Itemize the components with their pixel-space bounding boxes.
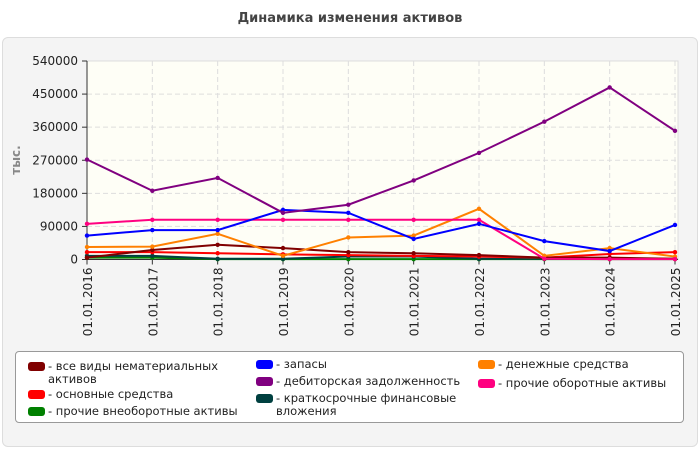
data-point	[84, 233, 90, 238]
x-tick-label: 01.01.2024	[604, 268, 618, 337]
x-tick-label: 01.01.2021	[408, 268, 422, 337]
legend-swatch	[28, 407, 45, 416]
legend-swatch	[256, 360, 273, 369]
data-point	[476, 217, 482, 222]
data-point	[346, 235, 351, 240]
y-tick-label: 270000	[32, 153, 78, 167]
y-tick-label: 450000	[32, 87, 78, 101]
series-line	[86, 218, 675, 261]
data-point	[215, 242, 220, 247]
series-line	[86, 243, 676, 260]
x-tick-label: 01.01.2022	[473, 268, 487, 337]
data-point	[607, 248, 612, 254]
data-point	[411, 236, 416, 242]
data-point	[280, 210, 286, 216]
data-point	[84, 255, 90, 260]
data-point	[476, 206, 482, 211]
data-point	[672, 256, 678, 262]
legend-swatch	[256, 377, 273, 386]
data-point	[150, 244, 155, 249]
data-point	[346, 202, 351, 207]
data-point	[542, 119, 547, 124]
data-point	[672, 128, 678, 134]
data-point	[346, 210, 351, 216]
data-point	[215, 217, 220, 222]
data-point	[346, 217, 351, 222]
data-point	[84, 249, 90, 255]
data-point	[476, 150, 482, 156]
x-tick-label: 01.01.2018	[212, 268, 226, 337]
data-point	[280, 245, 286, 251]
data-point	[215, 231, 220, 236]
x-tick-label: 01.01.2020	[342, 268, 356, 337]
data-point	[84, 244, 90, 250]
chart-title: Динамика изменения активов	[237, 11, 463, 26]
x-tick-label: 01.01.2019	[277, 268, 291, 337]
data-point	[411, 178, 416, 183]
legend-item: - запасы	[256, 358, 327, 371]
data-point	[280, 217, 286, 222]
data-point	[215, 251, 220, 256]
legend-swatch	[478, 360, 495, 369]
legend-item: - дебиторская задолженность	[256, 375, 460, 388]
x-tick-label: 01.01.2025	[669, 268, 683, 337]
series-line	[87, 251, 676, 259]
legend-swatch	[28, 390, 45, 399]
data-point	[215, 227, 220, 233]
data-point	[150, 188, 155, 193]
legend-item: - краткосрочные финансовые вложения	[256, 392, 476, 418]
data-point	[84, 157, 90, 162]
data-point	[84, 221, 90, 227]
legend-item: - все виды нематериальных активов	[28, 360, 248, 386]
legend-swatch	[28, 362, 45, 371]
y-tick-label: 90000	[40, 219, 78, 233]
data-point	[150, 217, 155, 222]
data-point	[411, 251, 416, 256]
data-point	[607, 85, 612, 90]
data-point	[150, 253, 155, 259]
series-line	[86, 208, 676, 253]
legend-swatch	[256, 394, 273, 403]
data-point	[607, 256, 612, 262]
legend-item: - денежные средства	[478, 358, 629, 371]
data-point	[411, 233, 416, 238]
y-axis-label: тыс.	[9, 145, 23, 174]
data-point	[411, 217, 416, 222]
data-point	[672, 249, 678, 255]
legend-item: - основные средства	[28, 388, 173, 401]
y-tick-label: 0	[70, 253, 78, 267]
legend-item: - прочие оборотные активы	[478, 377, 666, 390]
legend-swatch	[478, 379, 495, 388]
y-tick-label: 540000	[32, 54, 78, 68]
x-tick-label: 01.01.2023	[538, 268, 552, 337]
data-point	[542, 256, 547, 261]
data-point	[672, 222, 678, 228]
data-point	[215, 256, 220, 261]
x-tick-label: 01.01.2017	[146, 268, 160, 337]
y-tick-label: 360000	[32, 120, 78, 134]
y-tick-label: 180000	[32, 186, 78, 200]
legend: - все виды нематериальных активов - запа…	[15, 351, 684, 423]
data-point	[346, 249, 351, 255]
legend-item: - прочие внеоборотные активы	[28, 405, 238, 418]
data-point	[476, 221, 482, 227]
data-point	[150, 247, 155, 253]
x-tick-label: 01.01.2016	[81, 268, 95, 337]
data-point	[542, 238, 547, 244]
data-point	[215, 175, 220, 181]
data-point	[280, 253, 286, 259]
series-line	[86, 86, 676, 214]
data-point	[476, 252, 482, 258]
series-line	[86, 207, 676, 258]
data-point	[150, 227, 155, 233]
